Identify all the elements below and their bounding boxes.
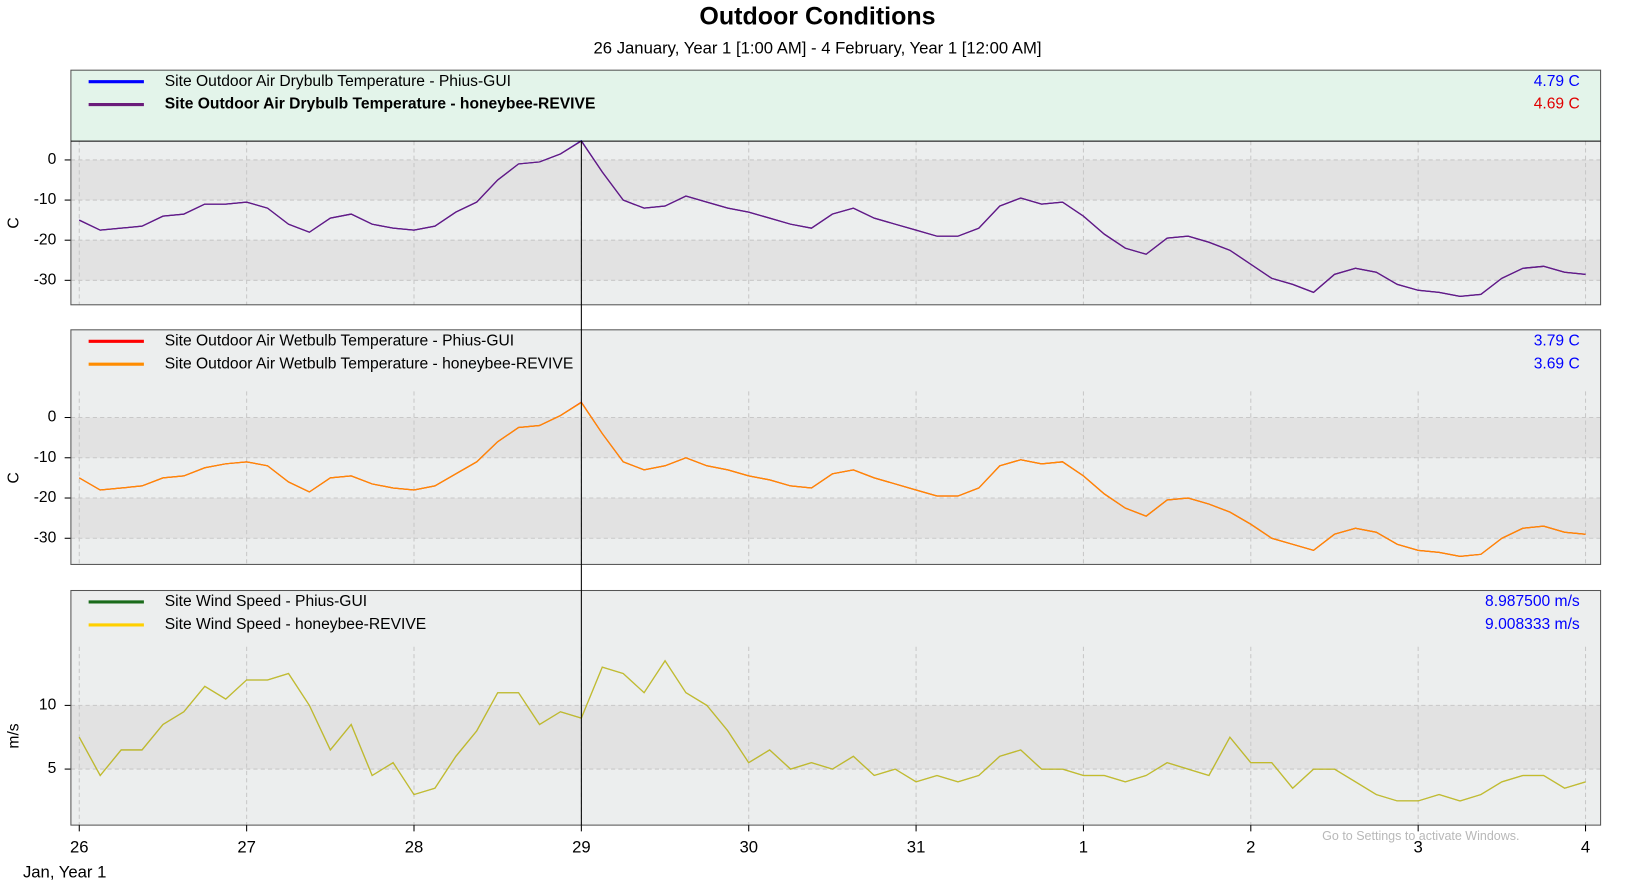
data-line	[78, 140, 1586, 297]
data-line	[78, 401, 1586, 558]
legend-label: Site Outdoor Air Drybulb Temperature - h…	[165, 96, 596, 113]
legend-label: Site Wind Speed - Phius-GUI	[165, 593, 367, 610]
data-line	[78, 659, 1586, 802]
legend-background	[70, 70, 1601, 142]
x-axis-label: Jan, Year 1	[23, 862, 106, 881]
y-tick-label: -30	[34, 271, 57, 288]
x-tick-label: 29	[572, 837, 591, 856]
cursor-value: 4.79 C	[1534, 73, 1580, 90]
x-tick-label: 31	[907, 837, 926, 856]
chart-title: Outdoor Conditions	[699, 3, 935, 31]
watermark: Go to Settings to activate Windows.	[1322, 829, 1519, 843]
y-axis-label: m/s	[6, 723, 23, 748]
y-tick-label: 0	[48, 151, 57, 168]
legend-background	[70, 329, 1601, 392]
cursor-value: 4.69 C	[1534, 96, 1580, 113]
y-axis-label: C	[6, 472, 23, 483]
x-tick-label: 26	[70, 837, 89, 856]
grid-band	[70, 705, 1601, 770]
legend-label: Site Outdoor Air Wetbulb Temperature - P…	[165, 332, 514, 349]
x-tick-label: 1	[1079, 837, 1088, 856]
cursor-value: 8.987500 m/s	[1485, 593, 1580, 610]
x-tick-label: 4	[1581, 837, 1590, 856]
panel-border	[70, 589, 1602, 826]
x-tick-label: 2	[1246, 837, 1255, 856]
y-tick-label: 10	[39, 697, 57, 714]
y-tick-label: 5	[48, 760, 57, 777]
grid-band	[70, 240, 1601, 281]
x-tick-label: 28	[405, 837, 424, 856]
legend-background	[70, 590, 1601, 647]
x-tick-label: 30	[739, 837, 758, 856]
y-tick-label: 0	[48, 409, 57, 426]
y-tick-label: -10	[34, 191, 57, 208]
legend-label: Site Outdoor Air Wetbulb Temperature - h…	[165, 355, 574, 372]
legend-label: Site Wind Speed - honeybee-REVIVE	[165, 616, 426, 633]
y-tick-label: -10	[34, 449, 57, 466]
y-axis-label: C	[6, 217, 23, 228]
panel-border	[70, 329, 1602, 565]
panel-border	[70, 69, 1602, 306]
cursor-value: 3.79 C	[1534, 332, 1580, 349]
x-tick-label: 3	[1414, 837, 1423, 856]
y-tick-label: -20	[34, 231, 57, 248]
grid-band	[70, 159, 1601, 201]
x-tick-label: 27	[237, 837, 256, 856]
chart-subtitle: 26 January, Year 1 [1:00 AM] - 4 Februar…	[594, 39, 1042, 58]
cursor-value: 9.008333 m/s	[1485, 616, 1580, 633]
legend-label: Site Outdoor Air Drybulb Temperature - P…	[165, 73, 511, 90]
y-tick-label: -20	[34, 489, 57, 506]
y-tick-label: -30	[34, 529, 57, 546]
cursor-value: 3.69 C	[1534, 355, 1580, 372]
grid-band	[70, 498, 1601, 539]
grid-band	[70, 417, 1601, 458]
